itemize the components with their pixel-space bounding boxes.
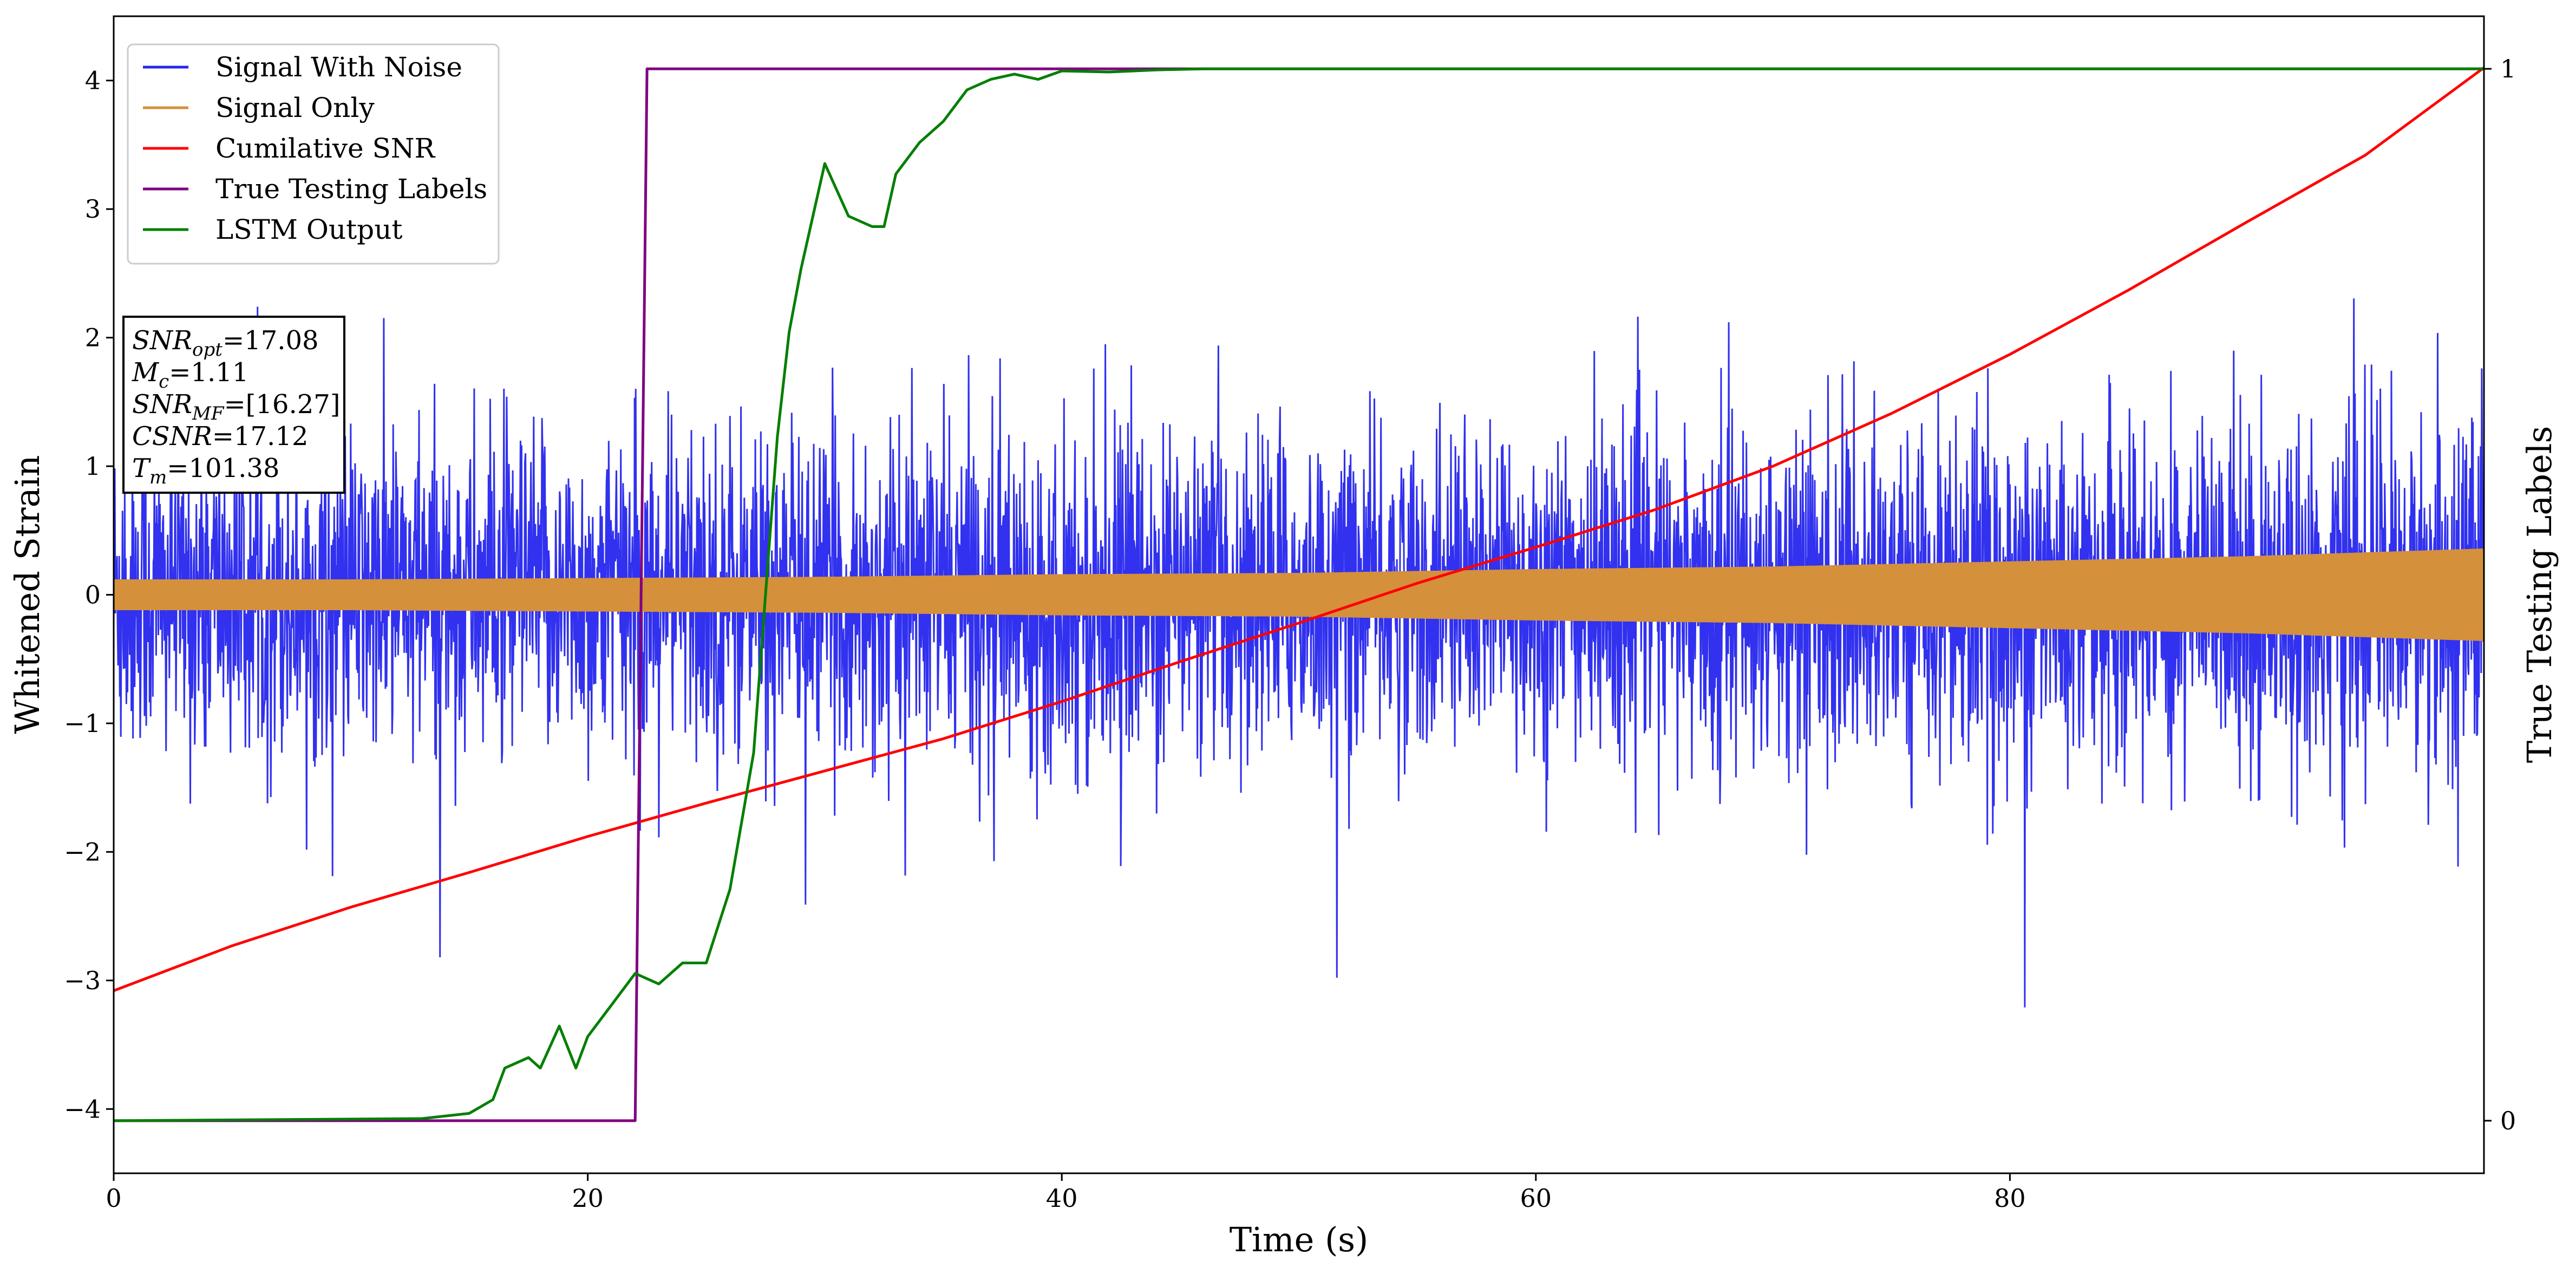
info-box-line: CSNR=17.12	[132, 421, 308, 452]
legend-label: Cumilative SNR	[215, 133, 435, 164]
x-tick-label: 40	[1046, 1184, 1078, 1213]
info-box: SNRopt=17.08Mc=1.11SNRMF=[16.27]CSNR=17.…	[122, 316, 345, 494]
series-signal-only-line	[114, 548, 2484, 641]
legend: Signal With Noise Signal Only Cumilative S…	[127, 43, 500, 265]
y-left-tick-label: −4	[64, 1094, 101, 1123]
info-box-frame	[122, 316, 345, 494]
series-cumulative-snr-line	[114, 66, 2484, 992]
info-box-line: Tm=101.38	[132, 453, 279, 488]
legend-label: LSTM Output	[215, 214, 402, 245]
legend-label: Signal Only	[215, 92, 375, 123]
legend-label: True Testing Labels	[215, 173, 487, 205]
y-left-tick-label: 3	[85, 194, 101, 224]
info-box-line: SNRopt=17.08	[132, 325, 319, 361]
x-axis-title: Time (s)	[1230, 1220, 1369, 1259]
y-left-tick-label: −2	[64, 837, 101, 866]
y-right-tick-label: 1	[2500, 54, 2516, 83]
x-tick-label: 80	[1994, 1184, 2026, 1213]
info-box-line: SNRMF=[16.27]	[132, 389, 341, 424]
series-lstm-output-line	[114, 67, 2484, 1122]
y-left-tick-label: 0	[85, 580, 101, 610]
x-tick-label: 0	[106, 1184, 121, 1213]
x-tick-label: 20	[572, 1184, 604, 1213]
y-axis-title-left: Whitened Strain	[8, 455, 47, 734]
legend-frame	[127, 43, 500, 265]
y-left-tick-label: −3	[64, 966, 101, 995]
y-left-tick-label: 1	[85, 452, 101, 481]
y-right-tick-label: 0	[2500, 1106, 2516, 1135]
y-left-tick-label: 4	[85, 66, 101, 95]
y-left-tick-label: 2	[85, 323, 101, 352]
legend-label: Signal With Noise	[215, 51, 462, 83]
y-axis-title-right: True Testing Labels	[2520, 426, 2559, 763]
y-left-tick-label: −1	[64, 709, 101, 738]
x-tick-label: 60	[1520, 1184, 1552, 1213]
info-box-line: Mc=1.11	[132, 357, 249, 393]
plot-area	[114, 66, 2484, 1122]
